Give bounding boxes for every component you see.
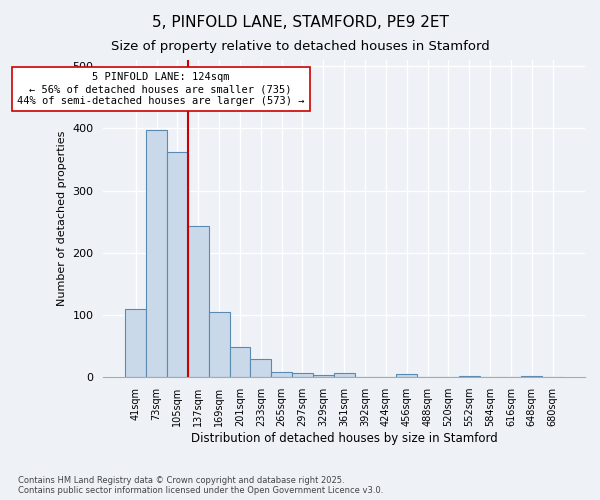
Bar xyxy=(292,373,313,377)
X-axis label: Distribution of detached houses by size in Stamford: Distribution of detached houses by size … xyxy=(191,432,497,445)
Text: 5 PINFOLD LANE: 124sqm
← 56% of detached houses are smaller (735)
44% of semi-de: 5 PINFOLD LANE: 124sqm ← 56% of detached… xyxy=(17,72,304,106)
Bar xyxy=(397,374,417,377)
Bar xyxy=(417,376,438,377)
Bar xyxy=(542,376,563,377)
Bar xyxy=(334,374,355,377)
Bar xyxy=(167,152,188,377)
Text: Contains HM Land Registry data © Crown copyright and database right 2025.
Contai: Contains HM Land Registry data © Crown c… xyxy=(18,476,383,495)
Bar xyxy=(271,372,292,377)
Text: 5, PINFOLD LANE, STAMFORD, PE9 2ET: 5, PINFOLD LANE, STAMFORD, PE9 2ET xyxy=(152,15,448,30)
Y-axis label: Number of detached properties: Number of detached properties xyxy=(57,131,67,306)
Bar xyxy=(459,376,480,377)
Bar xyxy=(146,130,167,377)
Bar xyxy=(125,309,146,377)
Bar xyxy=(250,359,271,377)
Bar xyxy=(521,376,542,377)
Text: Size of property relative to detached houses in Stamford: Size of property relative to detached ho… xyxy=(110,40,490,53)
Bar xyxy=(313,374,334,377)
Bar xyxy=(209,312,230,377)
Bar xyxy=(230,346,250,377)
Bar xyxy=(188,226,209,377)
